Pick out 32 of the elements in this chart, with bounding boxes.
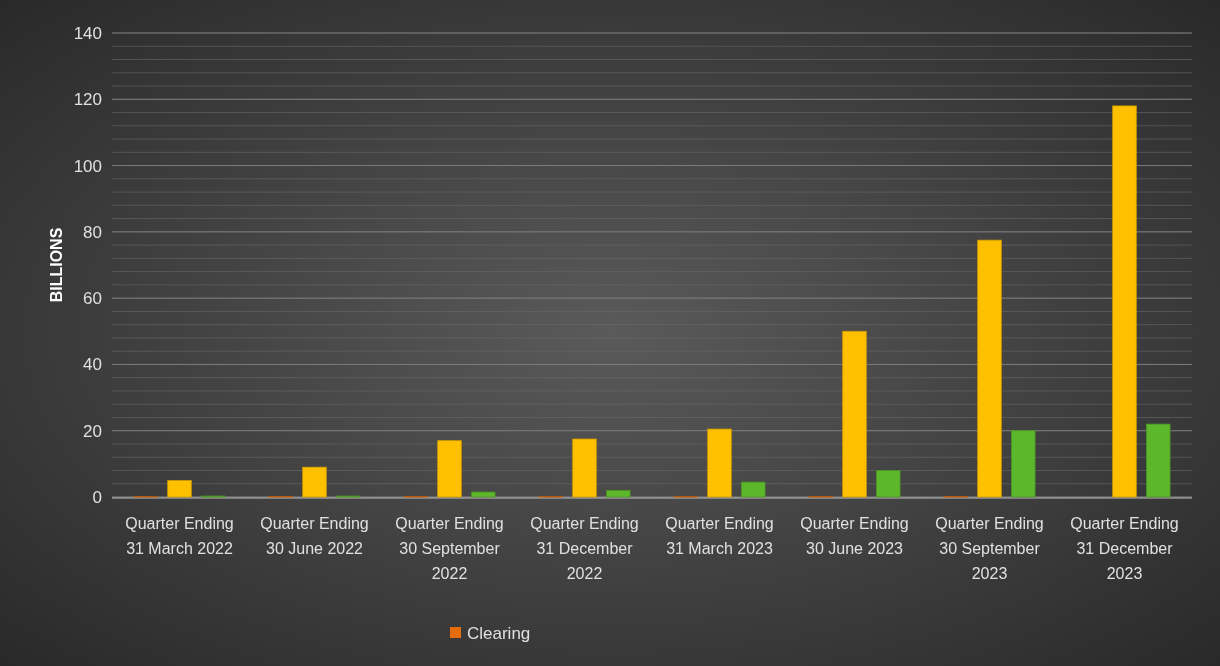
x-tick-label: Quarter Ending 30 September 2023 xyxy=(935,515,1044,582)
y-tick-label: 60 xyxy=(83,289,102,309)
legend-label: Clearing xyxy=(467,623,531,643)
x-tick-label: Quarter Ending 30 June 2022 xyxy=(260,515,369,557)
bar xyxy=(606,489,631,498)
bar xyxy=(741,481,766,498)
bar xyxy=(977,239,1002,498)
y-tick-label: 80 xyxy=(83,222,102,242)
bar xyxy=(572,438,597,498)
y-tick-label: 120 xyxy=(73,90,102,110)
y-tick-label: 40 xyxy=(83,355,102,375)
bar xyxy=(302,466,327,498)
x-tick-label: Quarter Ending 31 December 2022 xyxy=(530,515,639,582)
bar xyxy=(471,491,496,498)
y-tick-label: 20 xyxy=(83,421,102,441)
bar xyxy=(167,480,192,498)
x-tick-label: Quarter Ending 31 March 2022 xyxy=(125,515,234,557)
x-tick-label: Quarter Ending 31 December 2023 xyxy=(1070,515,1179,582)
bar xyxy=(1011,430,1036,498)
x-tick-label: Quarter Ending 31 March 2023 xyxy=(665,515,774,557)
y-axis-title: BILLIONS xyxy=(48,227,65,303)
y-tick-label: 100 xyxy=(73,156,102,176)
y-tick-label: 140 xyxy=(73,23,102,43)
y-tick-label: 0 xyxy=(92,487,102,507)
x-tick-label: Quarter Ending 30 June 2023 xyxy=(800,515,909,557)
bar xyxy=(842,330,867,498)
bar xyxy=(1146,423,1171,498)
x-tick-label: Quarter Ending 30 September 2022 xyxy=(395,515,504,582)
bar xyxy=(876,470,901,498)
bar xyxy=(437,440,462,498)
bar xyxy=(1112,105,1137,498)
bar xyxy=(707,428,732,498)
